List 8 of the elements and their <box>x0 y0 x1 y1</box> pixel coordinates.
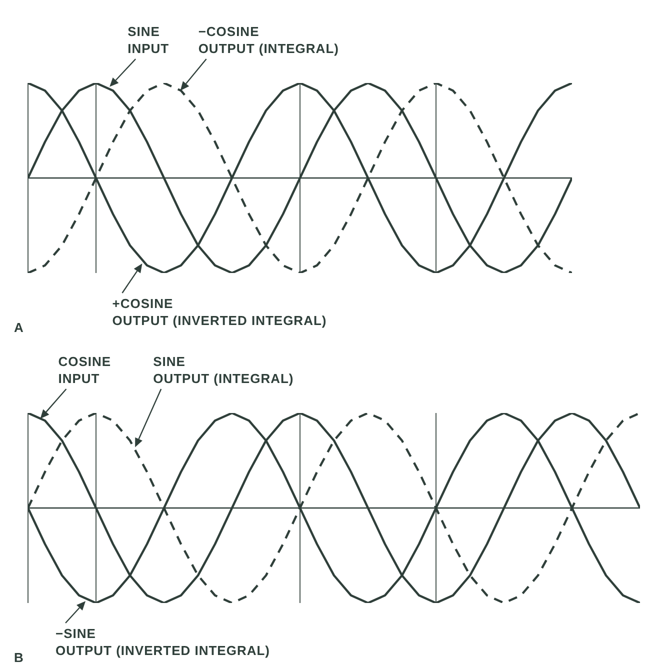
text: SINE INPUT <box>128 24 170 56</box>
text: B <box>14 650 24 665</box>
text: A <box>14 320 24 335</box>
text: −SINE OUTPUT (INVERTED INTEGRAL) <box>56 626 270 658</box>
text: SINE OUTPUT (INTEGRAL) <box>153 354 294 386</box>
text: −COSINE OUTPUT (INTEGRAL) <box>198 24 339 56</box>
text: COSINE INPUT <box>58 354 112 386</box>
text: +COSINE OUTPUT (INVERTED INTEGRAL) <box>112 296 327 328</box>
